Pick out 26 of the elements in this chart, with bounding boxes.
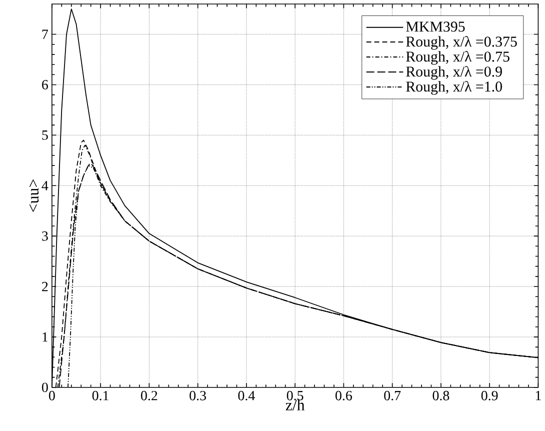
x-tick-label: 0.4 — [238, 390, 255, 400]
legend-label: Rough, x/λ =0.9 — [406, 66, 502, 80]
x-tick-label: 0.8 — [432, 390, 450, 400]
y-tick-label: 0 — [42, 382, 48, 392]
y-axis-title: <uu> — [29, 179, 39, 212]
y-tick-label: 4 — [42, 180, 48, 190]
legend-label: Rough, x/λ =0.75 — [406, 50, 510, 65]
y-tick-label: 2 — [42, 282, 48, 291]
x-tick-label: 1 — [536, 390, 541, 400]
y-tick-label: 6 — [42, 80, 48, 90]
x-tick-label: 0.5 — [286, 390, 304, 400]
x-tick-label: 0.7 — [384, 390, 401, 400]
legend-label: MKM395 — [406, 21, 465, 32]
legend-label: Rough, x/λ =1.0 — [406, 80, 502, 95]
x-tick-label: 0.1 — [92, 390, 108, 400]
x-tick-label: 0.2 — [141, 390, 158, 400]
x-tick-label: 0 — [48, 390, 55, 400]
y-tick-label: 3 — [42, 231, 48, 241]
legend-label: Rough, x/λ =0.375 — [406, 36, 517, 50]
x-tick-label: 0.3 — [190, 390, 206, 400]
x-tick-label: 0.6 — [336, 390, 352, 400]
y-tick-label: 7 — [42, 30, 48, 39]
x-axis-title: z/h — [286, 399, 305, 410]
x-tick-label: 0.9 — [481, 390, 498, 400]
y-tick-label: 1 — [42, 332, 48, 342]
y-tick-label: 5 — [42, 130, 48, 140]
